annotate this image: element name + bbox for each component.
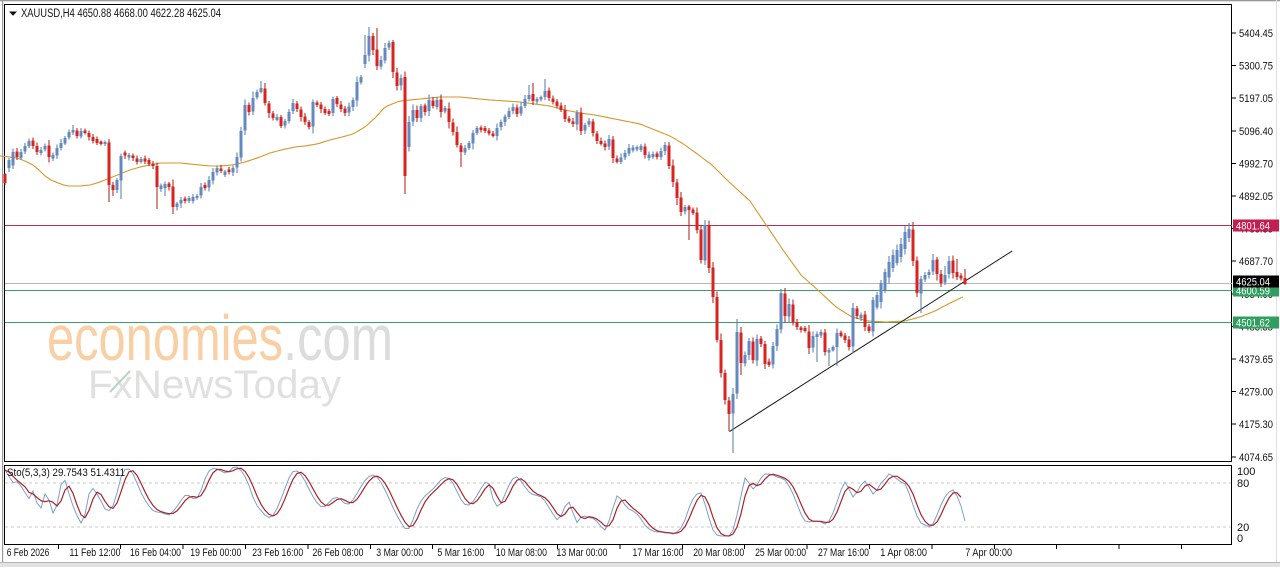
svg-text:4501.62: 4501.62: [1236, 318, 1270, 330]
svg-text:27 Mar 16:00: 27 Mar 16:00: [818, 547, 869, 559]
svg-text:4687.70: 4687.70: [1239, 256, 1273, 268]
svg-text:Sto(5,3,3) 29.7543 51.4311: Sto(5,3,3) 29.7543 51.4311: [7, 467, 125, 479]
svg-text:7 Apr 00:00: 7 Apr 00:00: [965, 547, 1012, 559]
svg-text:XAUUSD,H4 4650.88 4668.00 462: XAUUSD,H4 4650.88 4668.00 4622.28 4625.0…: [21, 8, 221, 20]
svg-text:4379.65: 4379.65: [1239, 354, 1273, 366]
svg-text:20: 20: [1237, 522, 1249, 534]
svg-text:16 Feb 04:00: 16 Feb 04:00: [130, 547, 181, 559]
svg-text:20 Mar 08:00: 20 Mar 08:00: [693, 547, 744, 559]
svg-text:5197.05: 5197.05: [1239, 93, 1273, 105]
svg-text:13 Mar 00:00: 13 Mar 00:00: [557, 547, 608, 559]
svg-text:economies: economies: [47, 302, 283, 374]
svg-text:4992.70: 4992.70: [1239, 158, 1273, 170]
svg-text:11 Feb 12:00: 11 Feb 12:00: [70, 547, 121, 559]
svg-text:17 Mar 16:00: 17 Mar 16:00: [633, 547, 684, 559]
svg-text:5404.45: 5404.45: [1239, 28, 1273, 40]
svg-text:23 Feb 16:00: 23 Feb 16:00: [252, 547, 303, 559]
svg-text:FxNewsToday: FxNewsToday: [88, 363, 341, 407]
svg-text:1 Apr 08:00: 1 Apr 08:00: [880, 547, 927, 559]
svg-text:.com: .com: [283, 302, 393, 374]
svg-text:0: 0: [1237, 533, 1243, 545]
svg-text:5300.75: 5300.75: [1239, 61, 1273, 73]
svg-text:100: 100: [1237, 466, 1255, 478]
svg-text:4625.04: 4625.04: [1236, 277, 1270, 289]
svg-text:3 Mar 00:00: 3 Mar 00:00: [376, 547, 423, 559]
svg-text:19 Feb 00:00: 19 Feb 00:00: [190, 547, 241, 559]
svg-text:10 Mar 08:00: 10 Mar 08:00: [496, 547, 547, 559]
svg-text:26 Feb 08:00: 26 Feb 08:00: [313, 547, 364, 559]
svg-text:4074.65: 4074.65: [1239, 452, 1273, 464]
svg-text:6 Feb 2026: 6 Feb 2026: [7, 547, 50, 559]
svg-text:5 Mar 16:00: 5 Mar 16:00: [437, 547, 484, 559]
svg-text:25 Mar 00:00: 25 Mar 00:00: [755, 547, 806, 559]
svg-text:4175.30: 4175.30: [1239, 419, 1273, 431]
svg-text:4279.00: 4279.00: [1239, 387, 1273, 399]
svg-text:4892.05: 4892.05: [1239, 191, 1273, 203]
svg-text:80: 80: [1237, 478, 1249, 490]
svg-text:5096.40: 5096.40: [1239, 126, 1273, 138]
svg-text:4600.59: 4600.59: [1236, 286, 1270, 298]
svg-text:4801.64: 4801.64: [1236, 221, 1270, 233]
